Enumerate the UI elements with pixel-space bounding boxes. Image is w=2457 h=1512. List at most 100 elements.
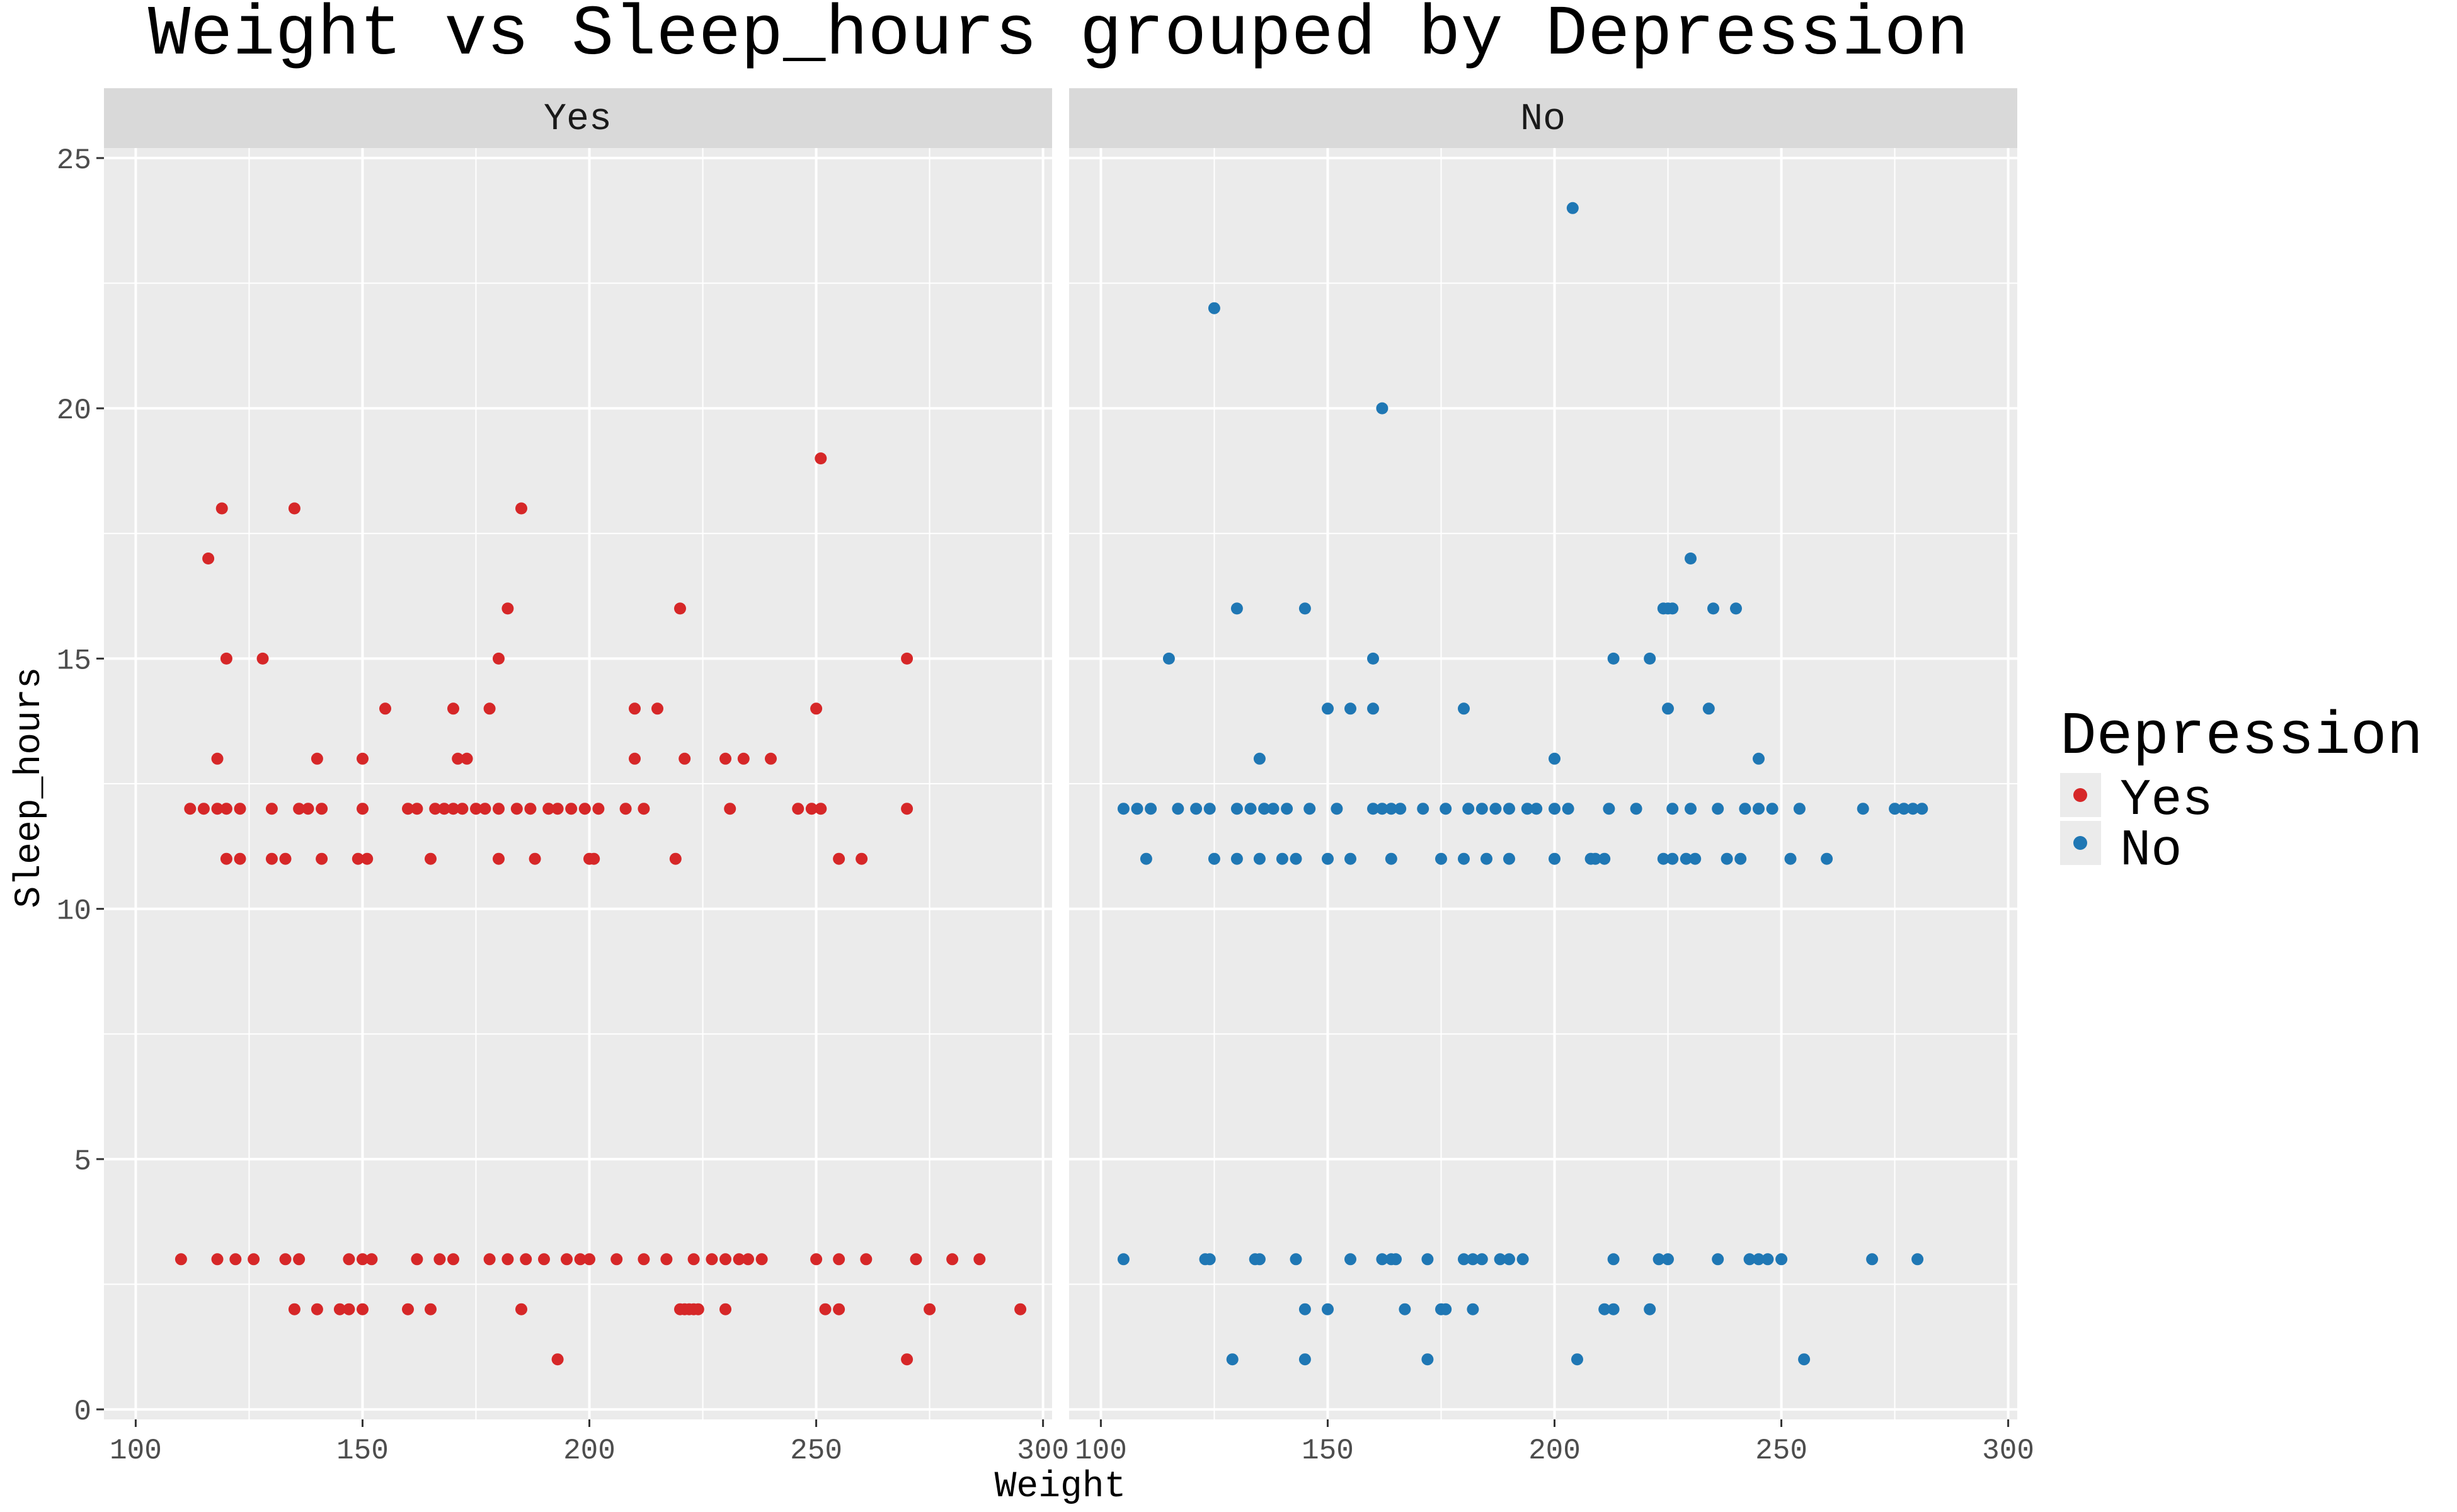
data-point [706, 1253, 718, 1266]
x-tick-label: 300 [1017, 1435, 1069, 1467]
data-point [333, 1303, 346, 1315]
x-tick-label: 200 [563, 1435, 616, 1467]
data-point [733, 1253, 745, 1266]
data-point [1162, 652, 1175, 665]
data-point [1607, 652, 1620, 665]
data-point [1753, 752, 1765, 765]
data-point [1753, 1253, 1765, 1266]
data-point [737, 752, 750, 765]
data-point [361, 852, 374, 865]
data-point [302, 803, 314, 815]
data-point [1712, 803, 1724, 815]
data-point [833, 1303, 845, 1315]
data-point [515, 1303, 527, 1315]
data-point [860, 1253, 873, 1266]
data-point [1739, 803, 1751, 815]
data-point [1117, 803, 1130, 815]
data-point [1290, 852, 1302, 865]
data-point [1344, 1253, 1356, 1266]
data-point [1298, 1303, 1311, 1315]
data-point [638, 1253, 650, 1266]
data-point [538, 1253, 550, 1266]
data-point [1898, 803, 1910, 815]
data-point [510, 803, 523, 815]
data-point [1685, 803, 1697, 815]
data-point [815, 803, 827, 815]
data-point [856, 852, 868, 865]
data-point [1298, 602, 1311, 615]
data-point [365, 1253, 378, 1266]
data-point [674, 602, 686, 615]
data-point [819, 1303, 832, 1315]
data-point [479, 803, 491, 815]
data-point [288, 1303, 301, 1315]
data-point [1322, 1303, 1334, 1315]
data-point [1253, 852, 1266, 865]
data-point [1376, 402, 1389, 415]
data-point [1276, 852, 1288, 865]
data-point [755, 1253, 768, 1266]
x-axis-yes: 100 150 200 250 300 [110, 1419, 1069, 1467]
data-point [1145, 803, 1157, 815]
data-point [1702, 702, 1715, 715]
data-point [619, 803, 632, 815]
data-point [483, 702, 496, 715]
data-point [1367, 803, 1379, 815]
data-point [551, 803, 564, 815]
facet-strip-label-yes: Yes [544, 98, 612, 141]
data-point [452, 752, 464, 765]
data-point [402, 1303, 414, 1315]
data-point [343, 1303, 355, 1315]
data-point [493, 652, 505, 665]
y-tick-label: 25 [57, 144, 91, 177]
data-point [279, 852, 292, 865]
data-point [679, 752, 691, 765]
data-point [1743, 1253, 1756, 1266]
data-point [765, 752, 777, 765]
data-point [1906, 803, 1919, 815]
gridlines-yes [104, 148, 1052, 1419]
y-tick-label: 5 [74, 1145, 91, 1178]
data-point [1766, 803, 1778, 815]
data-point [1190, 803, 1203, 815]
data-point [1793, 803, 1806, 815]
legend-marker-no [2073, 836, 2087, 850]
data-point [1889, 803, 1901, 815]
data-point [211, 1253, 224, 1266]
data-point [1281, 803, 1293, 815]
data-point [610, 1253, 623, 1266]
data-point [461, 752, 473, 765]
data-point [1303, 803, 1316, 815]
data-point [1589, 852, 1601, 865]
legend-marker-yes [2073, 788, 2087, 802]
data-point [810, 1253, 823, 1266]
data-point [1598, 1303, 1611, 1315]
data-point [946, 1253, 959, 1266]
data-point [493, 852, 505, 865]
data-point [1203, 1253, 1216, 1266]
data-point [1230, 602, 1243, 615]
data-point [1467, 1253, 1479, 1266]
data-point [1503, 852, 1515, 865]
data-point [565, 803, 578, 815]
data-point [742, 1253, 754, 1266]
data-point [692, 1303, 704, 1315]
data-point [719, 752, 731, 765]
data-point [425, 1303, 437, 1315]
data-point [1208, 852, 1220, 865]
data-point [184, 803, 197, 815]
data-point [1598, 852, 1611, 865]
data-point [1734, 852, 1747, 865]
data-point [1258, 803, 1271, 815]
data-point [669, 852, 682, 865]
data-point [805, 803, 818, 815]
data-point [1290, 1253, 1302, 1266]
data-point [234, 803, 246, 815]
data-point [901, 803, 914, 815]
data-point [660, 1253, 673, 1266]
data-point [1516, 1253, 1529, 1266]
data-point [1549, 752, 1561, 765]
data-point [524, 803, 537, 815]
gridlines-no [1069, 148, 2017, 1419]
data-point [1253, 752, 1266, 765]
